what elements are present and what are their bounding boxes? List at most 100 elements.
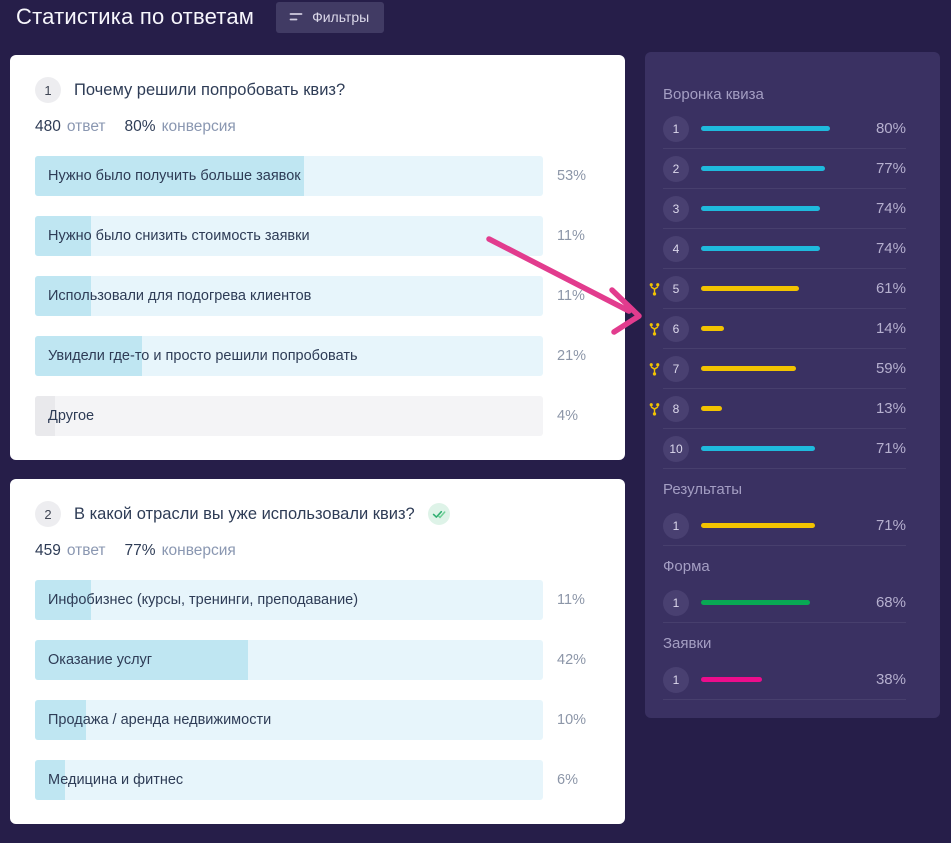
- funnel-step-bar: [701, 600, 811, 605]
- answer-label: Оказание услуг: [48, 652, 153, 668]
- answers-label: ответ: [66, 542, 106, 559]
- filter-icon: [289, 11, 303, 23]
- funnel-section: Заявки 1 38%: [663, 635, 906, 700]
- questions-list: 1 Почему решили попробовать квиз? 480 от…: [10, 55, 625, 843]
- funnel-step-percent: 80%: [875, 120, 906, 137]
- branch-icon: [648, 362, 661, 376]
- funnel-step-number: 10: [663, 435, 689, 462]
- funnel-step-bar: [701, 446, 816, 451]
- branch-icon: [648, 402, 661, 416]
- funnel-step-percent: 71%: [875, 517, 906, 534]
- funnel-step-number: 2: [663, 155, 689, 182]
- answer-bar-fill: [35, 700, 86, 740]
- funnel-step-percent: 59%: [875, 360, 906, 377]
- answer-bar-fill: [35, 396, 56, 436]
- answer-percent: 4%: [557, 408, 578, 424]
- conversion-label: конверсия: [161, 542, 236, 559]
- question-header: 1 Почему решили попробовать квиз?: [35, 77, 600, 103]
- funnel-bar-area: [701, 677, 862, 682]
- conversion-value: 80%: [124, 118, 156, 135]
- answer-label: Продажа / аренда недвижимости: [48, 712, 272, 728]
- answer-bar-row: Нужно было снизить стоимость заявки 11%: [35, 216, 600, 256]
- funnel-bar-area: [701, 366, 862, 371]
- funnel-step-row[interactable]: 5 61%: [649, 269, 906, 309]
- answer-label: Увидели где-то и просто решили попробова…: [48, 348, 358, 364]
- funnel-rows: 1 80% 2 77%: [649, 109, 906, 469]
- funnel-step-row[interactable]: 1 80%: [663, 109, 906, 149]
- funnel-step-percent: 68%: [875, 594, 906, 611]
- funnel-rows: 1 38%: [663, 660, 906, 700]
- funnel-step-percent: 14%: [875, 320, 906, 337]
- statistics-page: Статистика по ответам Фильтры 1 Почему р…: [10, 1, 940, 824]
- answers-count: 459: [35, 542, 61, 559]
- answer-bar-track: Медицина и фитнес: [35, 760, 543, 800]
- funnel-step-bar: [701, 326, 724, 331]
- answer-bar-track: Другое: [35, 396, 543, 436]
- answer-bar-fill: [35, 580, 91, 620]
- branch-icon: [648, 282, 661, 296]
- answer-bar-track: Использовали для подогрева клиентов: [35, 276, 543, 316]
- funnel-step-number: 4: [663, 235, 689, 262]
- funnel-step-row[interactable]: 1 71%: [663, 506, 906, 546]
- funnel-section-title: Результаты: [663, 481, 742, 498]
- funnel-step-number: 1: [663, 512, 689, 539]
- answer-bar-row: Медицина и фитнес 6%: [35, 760, 600, 800]
- funnel-step-percent: 74%: [875, 200, 906, 217]
- funnel-step-number: 1: [663, 589, 689, 616]
- answer-label: Нужно было снизить стоимость заявки: [48, 228, 310, 244]
- answer-bar-track: Нужно было получить больше заявок: [35, 156, 543, 196]
- funnel-step-row[interactable]: 8 13%: [649, 389, 906, 429]
- conversion-label: конверсия: [161, 118, 236, 135]
- funnel-step-row[interactable]: 1 38%: [663, 660, 906, 700]
- answer-bar-row: Использовали для подогрева клиентов 11%: [35, 276, 600, 316]
- answer-percent: 6%: [557, 772, 578, 788]
- funnel-step-percent: 74%: [875, 240, 906, 257]
- answer-bar-track: Оказание услуг: [35, 640, 543, 680]
- answer-percent: 42%: [557, 652, 587, 668]
- funnel-step-number: 8: [663, 395, 689, 422]
- question-card: 2 В какой отрасли вы уже использовали кв…: [10, 479, 625, 824]
- answer-bar-fill: [35, 156, 305, 196]
- funnel-bar-area: [701, 600, 862, 605]
- funnel-step-percent: 38%: [875, 671, 906, 688]
- answer-percent: 10%: [557, 712, 587, 728]
- funnel-step-bar: [701, 126, 830, 131]
- answer-bar-row: Инфобизнес (курсы, тренинги, преподавани…: [35, 580, 600, 620]
- funnel-step-bar: [701, 677, 763, 682]
- answer-bar-track: Продажа / аренда недвижимости: [35, 700, 543, 740]
- funnel-section: Форма 1 68%: [663, 558, 906, 623]
- funnel-step-row[interactable]: 2 77%: [663, 149, 906, 189]
- filters-button[interactable]: Фильтры: [276, 1, 385, 33]
- answers-label: ответ: [66, 118, 106, 135]
- answers-count: 480: [35, 118, 61, 135]
- question-header: 2 В какой отрасли вы уже использовали кв…: [35, 501, 600, 527]
- funnel-step-row[interactable]: 3 74%: [663, 189, 906, 229]
- question-title: В какой отрасли вы уже использовали квиз…: [74, 504, 415, 523]
- question-stats: 480 ответ 80% конверсия: [35, 118, 600, 136]
- funnel-step-bar: [701, 366, 796, 371]
- answer-percent: 11%: [557, 288, 585, 304]
- funnel-step-row[interactable]: 7 59%: [649, 349, 906, 389]
- funnel-step-row[interactable]: 6 14%: [649, 309, 906, 349]
- answer-bar-fill: [35, 276, 91, 316]
- funnel-step-percent: 61%: [875, 280, 906, 297]
- funnel-rows: 1 68%: [663, 583, 906, 623]
- page-title: Статистика по ответам: [16, 4, 255, 29]
- funnel-bar-area: [701, 446, 862, 451]
- funnel-bar-area: [701, 206, 862, 211]
- funnel-step-row[interactable]: 10 71%: [663, 429, 906, 469]
- answer-bar-track: Увидели где-то и просто решили попробова…: [35, 336, 543, 376]
- funnel-step-bar: [701, 406, 722, 411]
- funnel-step-number: 6: [663, 315, 689, 342]
- answer-bar-row: Продажа / аренда недвижимости 10%: [35, 700, 600, 740]
- funnel-step-bar: [701, 523, 816, 528]
- answer-label: Другое: [48, 408, 95, 424]
- funnel-step-row[interactable]: 4 74%: [663, 229, 906, 269]
- answer-percent: 53%: [557, 168, 587, 184]
- funnel-bar-area: [701, 286, 862, 291]
- answer-percent: 21%: [557, 348, 587, 364]
- funnel-rows: 1 71%: [663, 506, 906, 546]
- answer-bar-fill: [35, 336, 142, 376]
- funnel-step-row[interactable]: 1 68%: [663, 583, 906, 623]
- branch-icon: [648, 322, 661, 336]
